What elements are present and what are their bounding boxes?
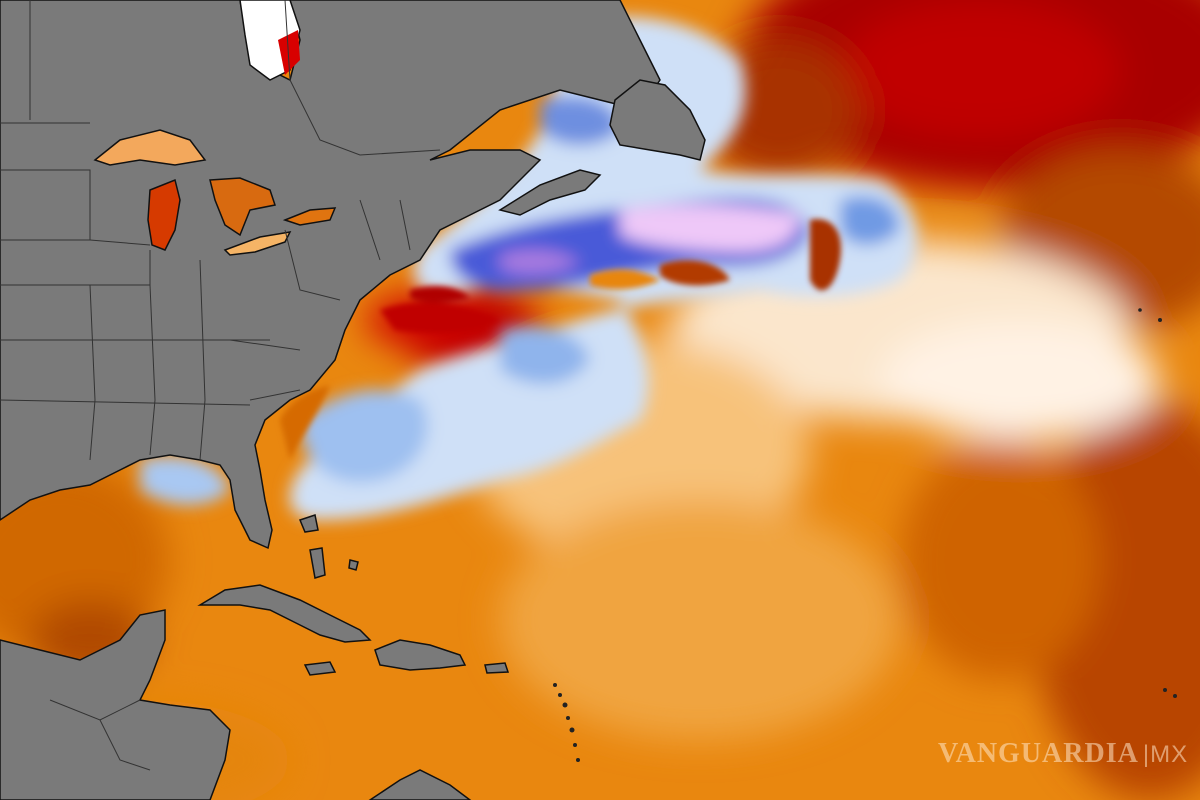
lake-michigan <box>147 178 181 251</box>
central-america-landmass <box>0 609 231 800</box>
watermark-suffix-text: MX <box>1150 741 1189 768</box>
jamaica-landmass <box>303 661 337 676</box>
nova-scotia-landmass <box>498 169 602 216</box>
newfoundland-landmass <box>609 79 706 161</box>
puerto-rico-landmass <box>484 662 510 674</box>
watermark-brand: VANGUARDIA <box>938 738 1139 769</box>
south-america-landmass <box>368 769 472 800</box>
lake-ontario <box>282 207 337 226</box>
lake-huron <box>209 177 276 237</box>
watermark: VANGUARDIA |MX <box>938 738 1188 770</box>
lesser-antilles <box>553 308 1177 762</box>
cuba-landmass <box>197 584 372 643</box>
borders-layer <box>0 0 441 771</box>
lake-superior <box>93 129 207 166</box>
hispaniola-landmass <box>374 639 467 671</box>
lake-erie <box>223 231 292 256</box>
bahamas-islands <box>298 514 359 579</box>
lakes-layer <box>93 0 337 256</box>
watermark-suffix: |MX <box>1142 741 1189 768</box>
